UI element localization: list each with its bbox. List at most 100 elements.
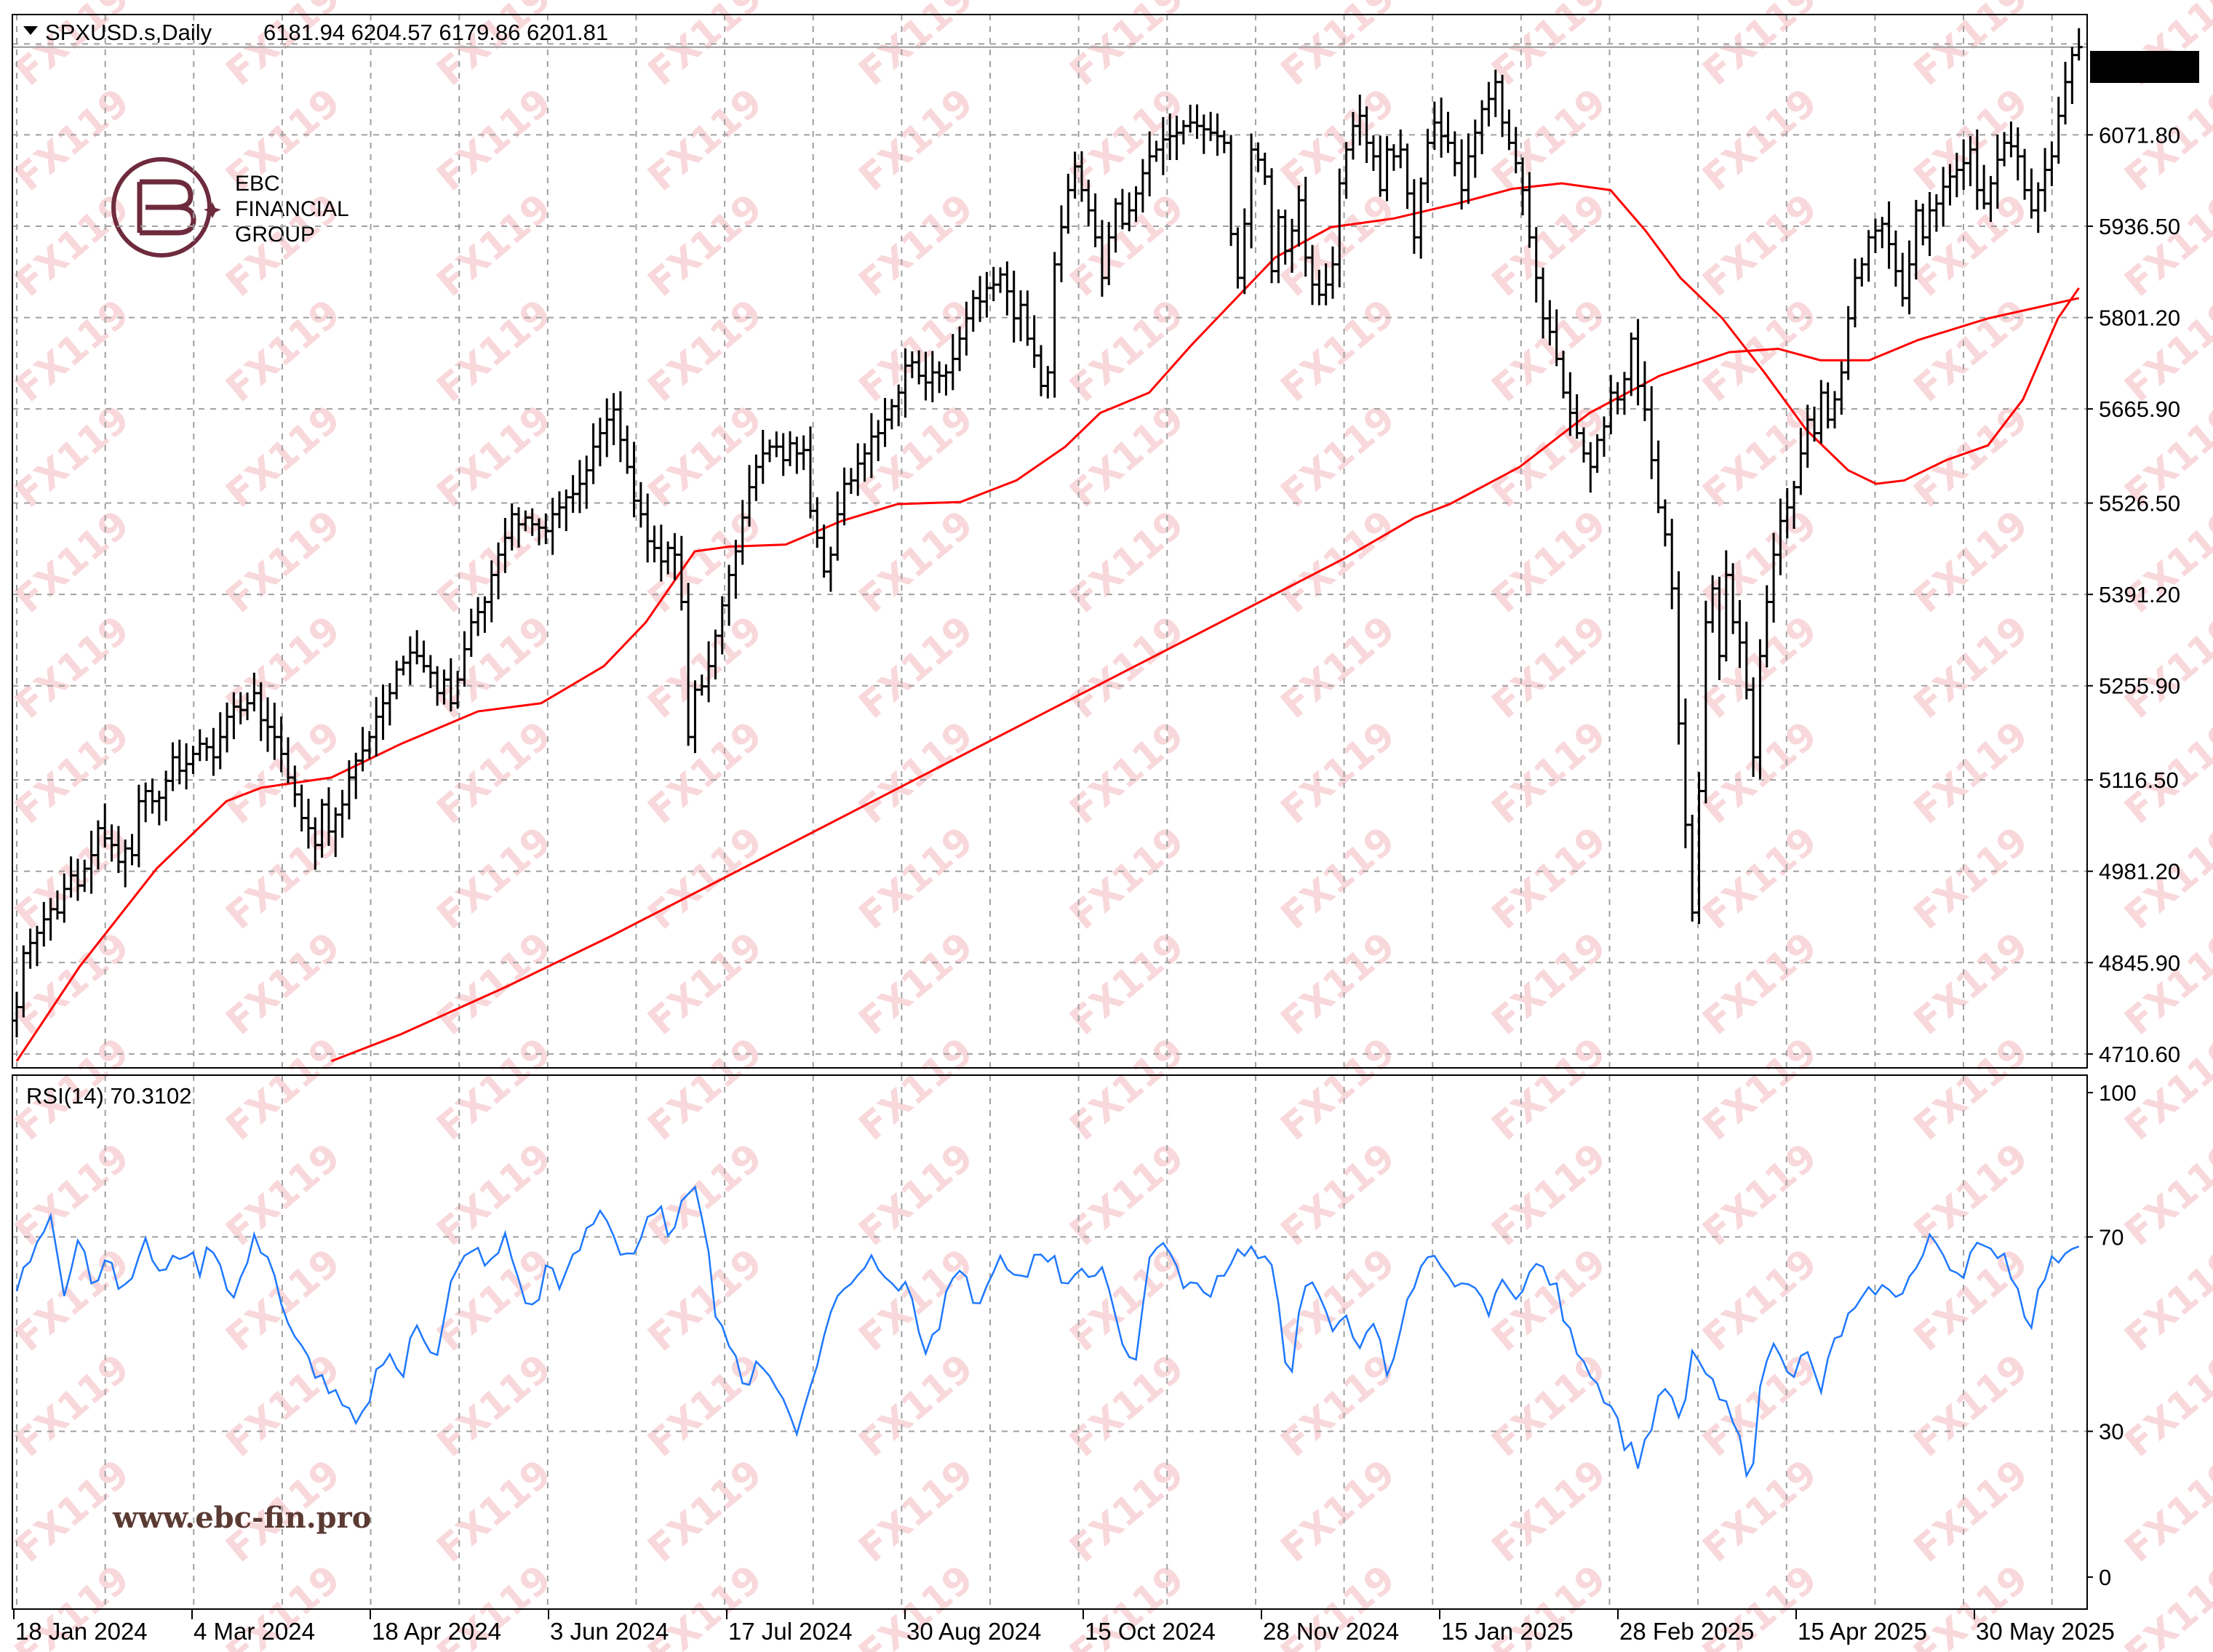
ohlc-bar [1363, 106, 1371, 164]
ohlc-bar [956, 326, 964, 372]
ohlc-bar [1830, 391, 1838, 429]
y-tick-label: 4981.20 [2099, 859, 2180, 885]
ohlc-bar [1905, 240, 1913, 315]
ohlc-bar [33, 925, 41, 967]
ohlc-bar [1349, 112, 1357, 160]
ohlc-bar [1756, 639, 1764, 780]
ohlc-bar [1254, 142, 1262, 172]
website-url: www.ebc-fin.pro [112, 1501, 371, 1535]
ohlc-bar [1132, 186, 1140, 223]
ohlc-bar [420, 640, 428, 673]
ohlc-bar [311, 817, 319, 870]
x-tick-label: 15 Oct 2024 [1085, 1618, 1216, 1645]
ohlc-bar [834, 491, 842, 561]
ohlc-bar [562, 489, 570, 532]
x-tick-label: 15 Jan 2025 [1441, 1618, 1574, 1645]
ohlc-bar [1417, 177, 1425, 259]
ohlc-bar [94, 820, 102, 870]
ohlc-bar [928, 351, 936, 403]
ohlc-bar [230, 692, 238, 740]
ohlc-bar [1261, 152, 1269, 185]
ohlc-bar [1695, 772, 1703, 925]
ohlc-bar [1932, 194, 1940, 232]
x-tick-label: 30 Aug 2024 [906, 1618, 1041, 1645]
ohlc-bar [671, 532, 679, 580]
ohlc-bar [2041, 148, 2049, 212]
ohlc-bar [393, 661, 401, 700]
ohlc-bar [1064, 173, 1072, 234]
ohlc-bar [481, 596, 489, 633]
ohlc-bar [1777, 498, 1785, 575]
ohlc-bar [1763, 585, 1771, 668]
ohlc-bar [454, 671, 462, 709]
ohlc-bar [148, 778, 156, 814]
logo-line1: EBC [235, 172, 280, 196]
ohlc-bar [1315, 269, 1323, 306]
ohlc-bar [1526, 172, 1534, 248]
ohlc-bar [1817, 380, 1825, 444]
ohlc-bar [1200, 114, 1208, 154]
ohlc-bar [942, 364, 950, 396]
ohlc-bar [650, 525, 658, 563]
ohlc-bar [1878, 217, 1886, 249]
y-tick-label: 5391.20 [2099, 582, 2180, 607]
ohlc-bar [1173, 116, 1181, 160]
ohlc-bar [1790, 481, 1798, 529]
ohlc-bar [2054, 96, 2062, 164]
ohlc-bar [1607, 375, 1615, 434]
ohlc-bar [1478, 100, 1486, 155]
logo-ring-icon [111, 157, 212, 258]
ohlc-bar [304, 799, 312, 849]
ohlc-bar [1844, 306, 1852, 380]
ohlc-bar [1227, 135, 1235, 247]
ohlc-bar [725, 564, 733, 626]
rsi-panel-frame [12, 1074, 2088, 1610]
x-tick-label: 17 Jul 2024 [728, 1618, 853, 1645]
ohlc-bar [1268, 168, 1276, 284]
ohlc-bar [413, 630, 421, 665]
ohlc-bar [1566, 372, 1574, 436]
ohlc-bar [203, 737, 211, 762]
ohlc-bar [583, 455, 591, 509]
ohlc-bar [1166, 113, 1174, 161]
ma-long-line [330, 297, 2080, 1063]
ohlc-bar [359, 727, 367, 772]
x-tick-label: 3 Jun 2024 [550, 1618, 669, 1645]
ohlc-bar [1587, 442, 1595, 493]
ohlc-bar [1030, 315, 1038, 368]
ohlc-bar [936, 361, 944, 394]
ohlc-bar [1702, 600, 1710, 804]
ohlc-bar [196, 729, 204, 762]
ohlc-bar [983, 271, 991, 318]
ohlc-bar [1037, 345, 1045, 396]
ohlc-bar [1207, 111, 1215, 141]
ohlc-bar [908, 351, 916, 378]
ohlc-bar [1552, 309, 1560, 367]
dropdown-triangle-icon[interactable] [23, 26, 38, 35]
ohlc-bar [1654, 440, 1662, 514]
ohlc-bar [277, 716, 285, 773]
ohlc-bar [976, 276, 984, 322]
ohlc-bar [352, 752, 360, 799]
x-tick-label: 4 Mar 2024 [194, 1618, 315, 1645]
ohlc-bar [1091, 193, 1099, 247]
ohlc-bar [1288, 218, 1296, 274]
ohlc-bar [1634, 319, 1642, 406]
ohlc-bar [861, 443, 869, 482]
ohlc-bar [820, 524, 828, 578]
ohlc-bar [962, 301, 970, 356]
ohlc-bar [1308, 244, 1316, 306]
ohlc-bar [759, 430, 767, 484]
ohlc-bar [216, 712, 224, 770]
ohlc-bar [1050, 252, 1058, 398]
ohlc-bar [766, 439, 774, 463]
y-tick-label: 5665.90 [2099, 396, 2180, 422]
ohlc-bar [2001, 132, 2009, 167]
ohlc-bar [1485, 81, 1493, 127]
ohlc-bar [1688, 815, 1696, 922]
ohlc-bar [555, 491, 563, 529]
ohlc-bar [596, 418, 604, 467]
ohlc-bar [738, 500, 746, 565]
rsi-indicator [15, 1185, 2080, 1479]
ohlc-bar [1593, 434, 1601, 473]
